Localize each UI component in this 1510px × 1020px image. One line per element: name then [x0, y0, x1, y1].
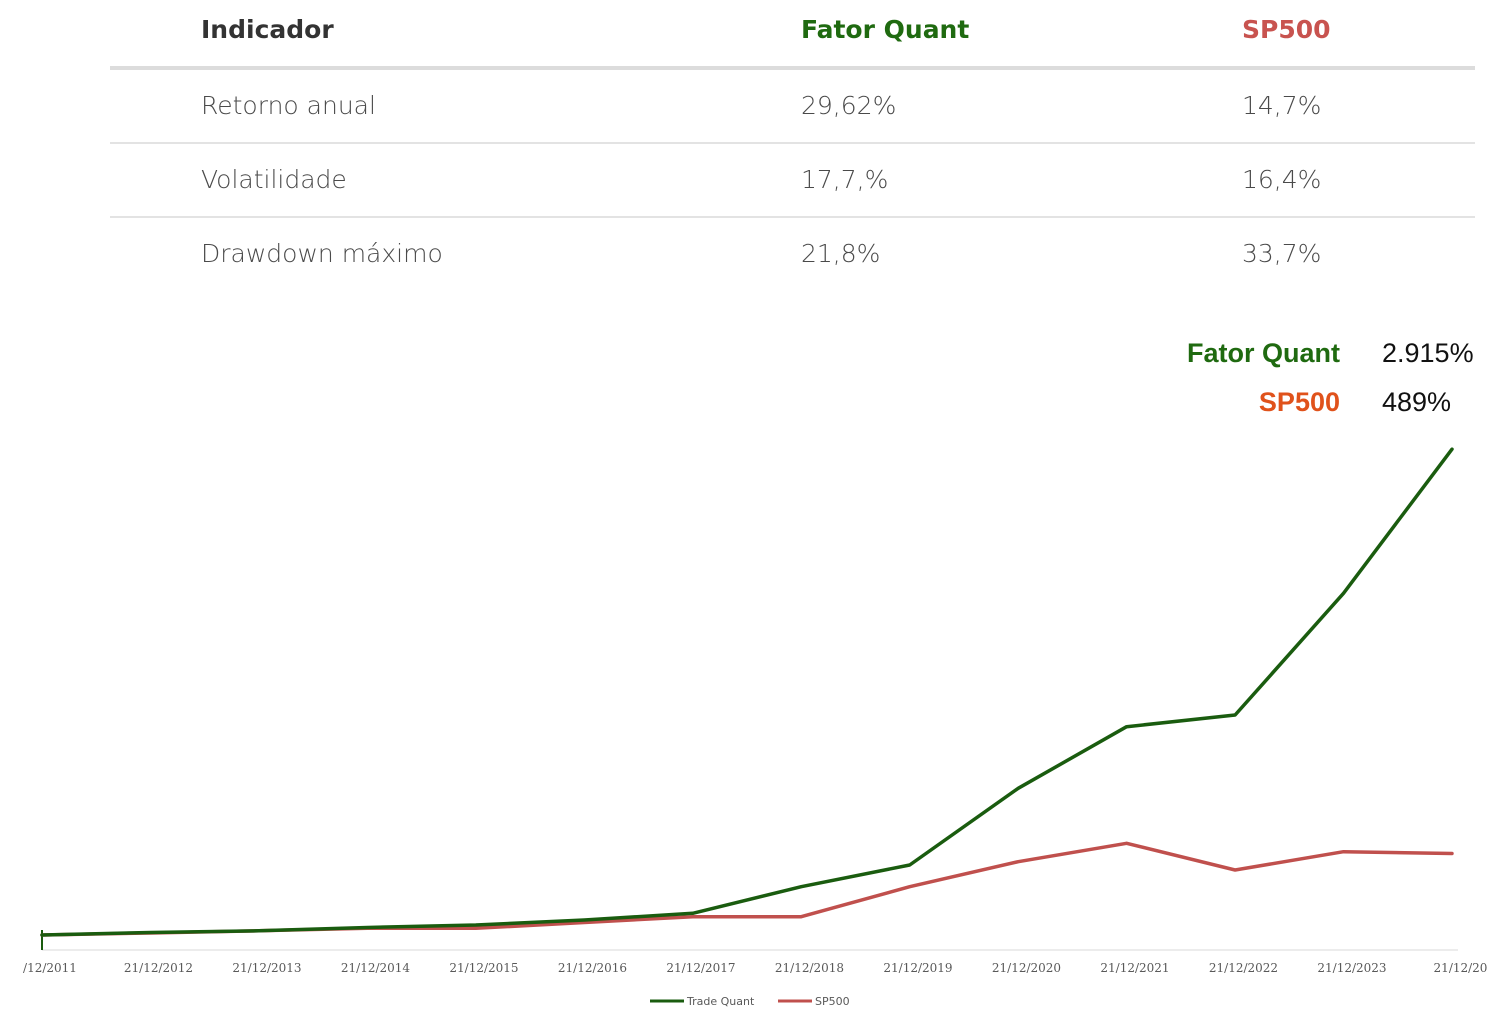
x-tick-label: 21/12/2020	[992, 961, 1061, 975]
header-indicador: Indicador	[201, 15, 334, 44]
annotation-value: 2.915%	[1382, 338, 1474, 368]
row-label: Drawdown máximo	[201, 239, 443, 268]
annotation-sp500: SP500 489%	[0, 387, 1510, 421]
header-sp500: SP500	[1242, 15, 1331, 44]
series-line-0	[40, 447, 1454, 937]
row-value-fator: 29,62%	[801, 91, 897, 120]
table-row: Volatilidade 17,7,% 16,4%	[110, 144, 1475, 218]
x-tick-label: 21/12/2012	[124, 961, 193, 975]
x-tick-label: 21/12/2015	[449, 961, 518, 975]
x-tick-label: 21/12/2014	[341, 961, 411, 975]
row-value-fator: 21,8%	[801, 239, 881, 268]
header-fator-quant: Fator Quant	[801, 15, 970, 44]
table-row: Retorno anual 29,62% 14,7%	[110, 70, 1475, 144]
row-value-sp500: 16,4%	[1242, 165, 1322, 194]
legend-label-1: SP500	[815, 995, 850, 1008]
annotation-fator-quant: Fator Quant 2.915%	[0, 338, 1510, 372]
x-tick-label: 21/12/2019	[883, 961, 952, 975]
row-value-fator: 17,7,%	[801, 165, 889, 194]
x-tick-label: 21/12/2013	[232, 961, 301, 975]
indicator-table: Indicador Fator Quant SP500 Retorno anua…	[110, 0, 1475, 290]
legend-label-0: Trade Quant	[686, 995, 755, 1008]
table-row: Drawdown máximo 21,8% 33,7%	[110, 218, 1475, 290]
row-label: Volatilidade	[201, 165, 347, 194]
row-label: Retorno anual	[201, 91, 376, 120]
row-value-sp500: 14,7%	[1242, 91, 1322, 120]
annotation-label: Fator Quant	[1187, 338, 1340, 368]
x-tick-label: /12/2011	[23, 961, 77, 975]
annotation-value: 489%	[1382, 387, 1452, 417]
series-line-1	[40, 841, 1454, 937]
x-tick-label: 21/12/2022	[1209, 961, 1278, 975]
x-tick-label: 21/12/2016	[558, 961, 627, 975]
x-tick-label: 21/12/2021	[1100, 961, 1169, 975]
x-tick-label: 21/12/20	[1434, 961, 1488, 975]
row-value-sp500: 33,7%	[1242, 239, 1322, 268]
table-header-row: Indicador Fator Quant SP500	[110, 0, 1475, 70]
x-tick-label: 21/12/2018	[775, 961, 844, 975]
x-tick-label: 21/12/2017	[666, 961, 735, 975]
annotation-label: SP500	[1258, 387, 1340, 417]
x-tick-label: 21/12/2023	[1317, 961, 1386, 975]
